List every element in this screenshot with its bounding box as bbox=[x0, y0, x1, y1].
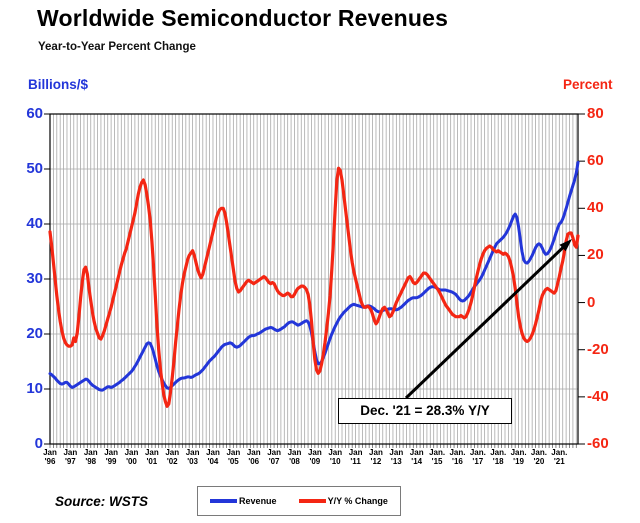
x-axis-tick-label: Jan '10 bbox=[328, 448, 343, 466]
x-axis-tick-label: Jan. '19 bbox=[510, 448, 527, 466]
left-axis-tick-label: 40 bbox=[26, 215, 43, 232]
annotation-callout: Dec. '21 = 28.3% Y/Y bbox=[338, 398, 512, 424]
yoy-line bbox=[48, 166, 580, 408]
left-axis-tick-label: 30 bbox=[26, 270, 43, 287]
left-axis-tick-label: 60 bbox=[26, 105, 43, 122]
x-axis-tick-label: Jan. '16 bbox=[449, 448, 466, 466]
right-axis-title: Percent bbox=[563, 77, 613, 92]
x-axis-tick-label: Jan '05 bbox=[226, 448, 241, 466]
revenue-line-swatch bbox=[210, 499, 238, 503]
x-axis-tick-label: Jan. '17 bbox=[469, 448, 486, 466]
x-axis-tick-label: Jan '96 bbox=[43, 448, 57, 466]
right-axis-tick-label: -20 bbox=[587, 340, 609, 358]
right-axis-tick-label: 60 bbox=[587, 152, 604, 170]
x-axis-tick-label: Jan '13 bbox=[389, 448, 404, 466]
x-axis-tick-label: Jan '04 bbox=[206, 448, 220, 466]
x-axis-tick-label: Jan '14 bbox=[409, 448, 424, 466]
x-axis-tick-label: Jan '11 bbox=[348, 448, 363, 466]
left-axis-tick-label: 20 bbox=[26, 325, 43, 342]
source-label: Source: WSTS bbox=[55, 494, 149, 509]
x-axis-tick-label: Jan '09 bbox=[307, 448, 322, 466]
gridlines bbox=[49, 114, 578, 444]
x-axis-minor-ticks bbox=[49, 444, 577, 448]
annotation-arrow bbox=[404, 239, 572, 400]
right-axis-tick-label: -40 bbox=[587, 387, 609, 405]
x-axis-tick-label: Jan '00 bbox=[124, 448, 139, 466]
x-axis-tick-label: Jan '99 bbox=[104, 448, 118, 466]
x-axis-tick-label: Jan. '21 bbox=[551, 448, 568, 466]
x-axis-tick-label: Jan '03 bbox=[185, 448, 200, 466]
x-axis-tick-label: Jan '08 bbox=[287, 448, 302, 466]
x-axis-tick-label: Jan. '18 bbox=[490, 448, 507, 466]
right-axis-tick-label: 80 bbox=[587, 105, 604, 122]
annotation-text: Dec. '21 = 28.3% Y/Y bbox=[360, 403, 490, 418]
x-axis-tick-label: Jan '01 bbox=[144, 448, 159, 466]
right-axis-tick-label: 20 bbox=[587, 246, 604, 264]
yoy-line-swatch bbox=[298, 499, 326, 503]
x-axis-tick-label: Jan. '15 bbox=[429, 448, 446, 466]
legend: Revenue Y/Y % Change bbox=[197, 486, 401, 516]
chart-title: Worldwide Semiconductor Revenues bbox=[37, 5, 449, 31]
legend-label-yoy: Y/Y % Change bbox=[327, 496, 388, 506]
right-axis-tick-label: 40 bbox=[587, 199, 604, 217]
chart-subtitle: Year-to-Year Percent Change bbox=[38, 41, 196, 53]
left-axis-title: Billions/$ bbox=[28, 77, 89, 92]
legend-item-yoy: Y/Y % Change bbox=[298, 496, 388, 506]
axis-major-ticks bbox=[44, 113, 585, 445]
right-axis-tick-label: -60 bbox=[587, 435, 609, 452]
x-axis-tick-label: Jan '07 bbox=[267, 448, 281, 466]
x-axis-tick-label: Jan '02 bbox=[165, 448, 180, 466]
left-axis-tick-label: 10 bbox=[26, 380, 43, 397]
legend-item-revenue: Revenue bbox=[210, 496, 277, 506]
x-axis-tick-label: Jan '12 bbox=[369, 448, 383, 466]
left-axis-tick-label: 0 bbox=[34, 435, 43, 452]
x-axis-tick-label: Jan '98 bbox=[83, 448, 98, 466]
right-axis-tick-label: 0 bbox=[587, 293, 596, 311]
x-axis-tick-label: Jan '97 bbox=[63, 448, 78, 466]
x-axis-tick-label: Jan '06 bbox=[246, 448, 261, 466]
legend-label-revenue: Revenue bbox=[239, 496, 277, 506]
left-axis-tick-label: 50 bbox=[26, 160, 43, 177]
x-axis-tick-label: Jan. '20 bbox=[530, 448, 547, 466]
